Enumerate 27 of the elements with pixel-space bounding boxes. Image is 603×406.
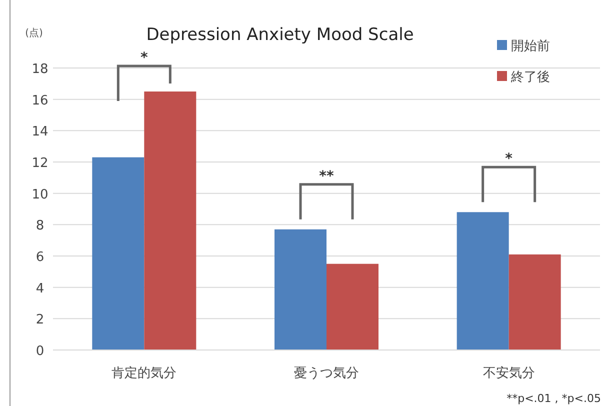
y-axis-title: (点) [25,27,43,39]
y-tick-label: 2 [36,312,44,328]
y-tick-label: 8 [36,218,44,234]
annotation: ** [319,168,334,184]
bar [274,229,326,350]
x-tick-label: 不安気分 [482,365,535,381]
text: **p<.01 , *p<.05 [506,392,601,405]
y-tick-label: 12 [32,156,48,171]
annotation: * [505,151,514,168]
bar [144,92,196,350]
bar [456,212,509,350]
legend-label: 終了後 [510,70,550,85]
x-tick-label: 憂うつ気分 [294,366,359,381]
y-tick-label: 14 [32,124,48,140]
text: * [140,50,149,66]
bar [92,157,144,350]
y-tick-label: 18 [32,62,48,77]
y-tick-label: 4 [36,281,44,296]
y-tick-label: 0 [36,344,44,359]
x-tick-label: 肯定的気分 [112,366,177,381]
y-tick-label: 10 [32,187,48,202]
y-tick-label: 16 [32,93,48,108]
bar [508,254,561,350]
legend-label: 開始前 [511,39,550,54]
bar [326,264,378,350]
chart-title: Depression Anxiety Mood Scale [146,25,414,45]
y-tick-label: 6 [36,250,44,265]
